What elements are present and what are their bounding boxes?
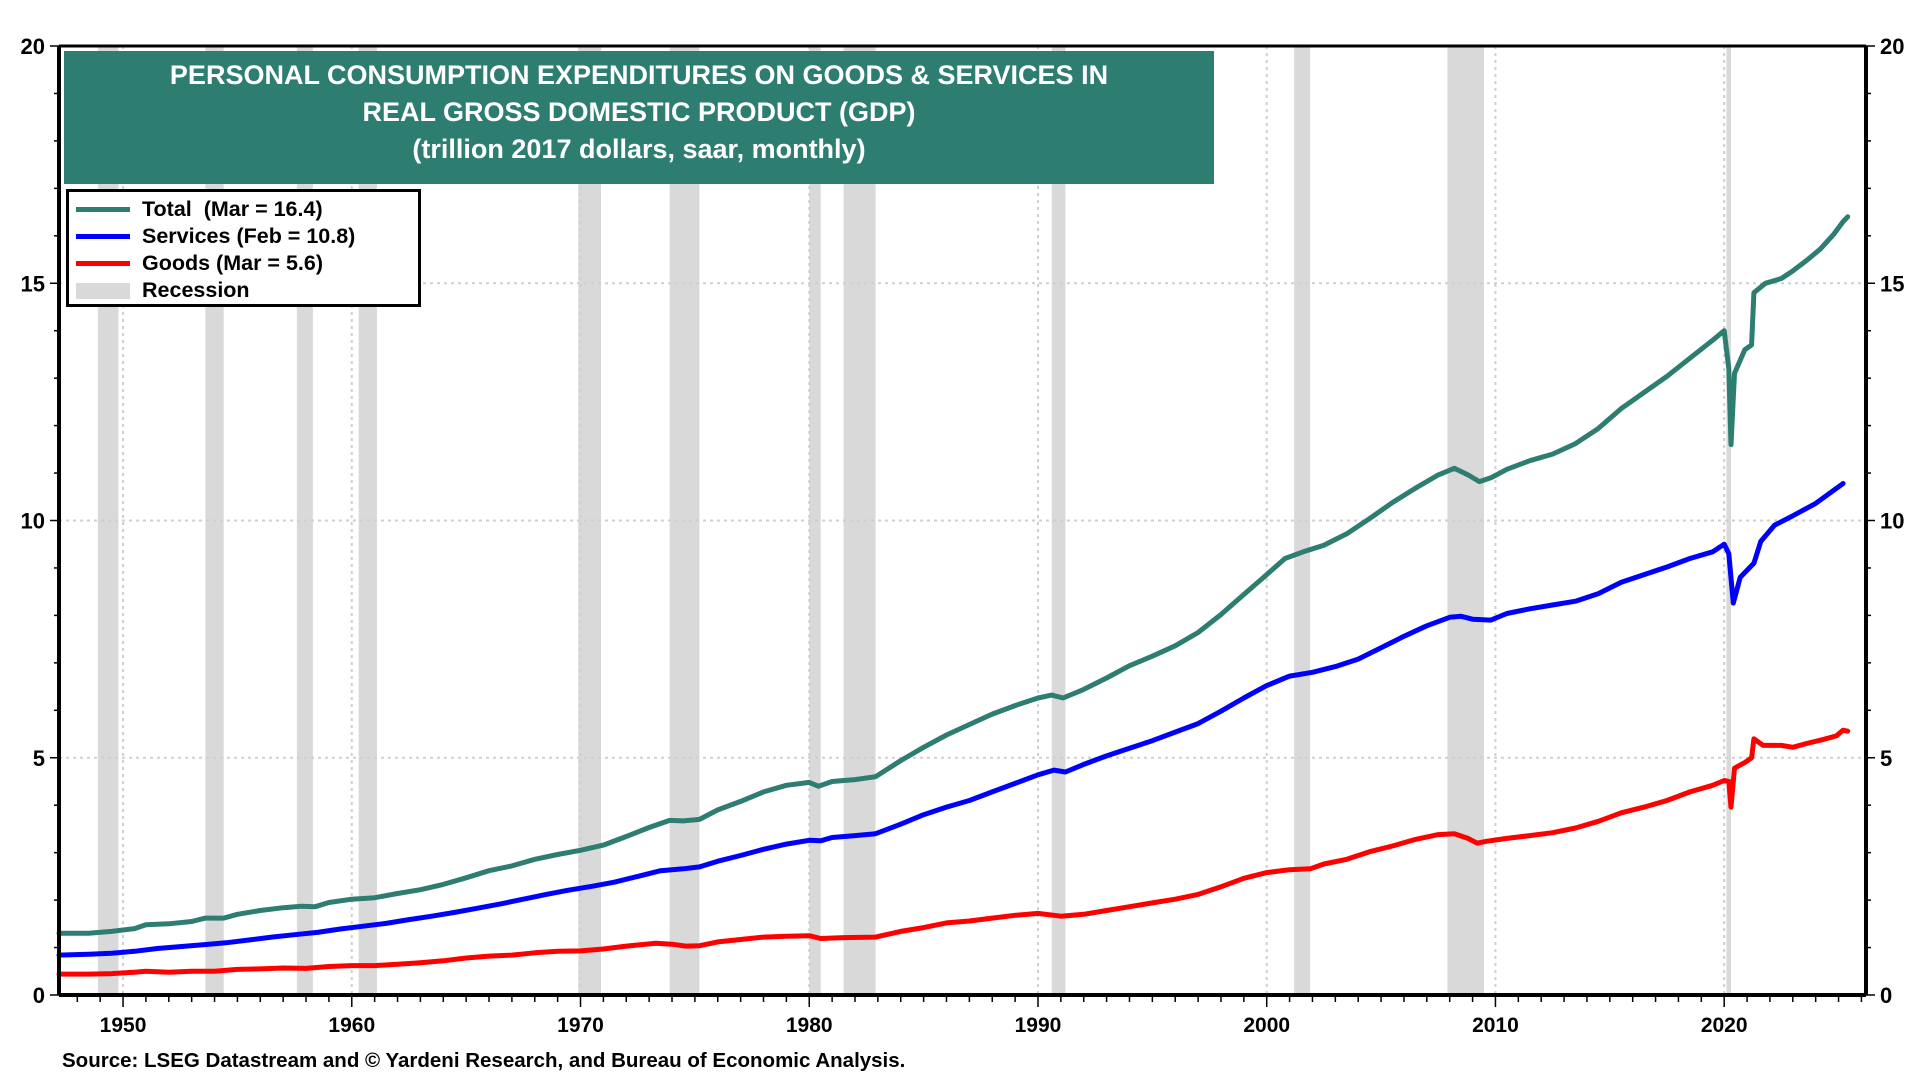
y-tick-label-right: 0 [1880,983,1892,1008]
x-tick-label: 1990 [1015,1014,1062,1037]
legend-item-services: Services (Feb = 10.8) [76,223,418,250]
x-tick-label: 1950 [100,1014,147,1037]
legend-item-total: Total (Mar = 16.4) [76,196,418,223]
legend-label-goods: Goods (Mar = 5.6) [142,251,323,275]
x-tick-label: 1960 [328,1014,375,1037]
y-tick-label-right: 15 [1880,271,1904,296]
series-line-goods [56,727,1851,977]
legend-swatch-total [76,207,130,212]
legend-item-goods: Goods (Mar = 5.6) [76,250,418,277]
y-tick-label-left: 5 [33,746,45,771]
source-note: Source: LSEG Datastream and © Yardeni Re… [62,1049,906,1072]
series-lines [56,214,1851,977]
axes: 0 5 10 15 20 0 5 10 15 20 1950 1960 1970 1980 1990 2000… [21,34,1905,1037]
legend-item-recession: Recession [76,277,418,304]
recession-band [809,46,821,995]
x-tick-label: 1970 [557,1014,604,1037]
legend: Total (Mar = 16.4) Services (Feb = 10.8)… [66,189,421,307]
legend-swatch-services [76,234,130,239]
legend-label-recession: Recession [142,278,250,302]
chart-title-line-2: REAL GROSS DOMESTIC PRODUCT (GDP) [362,97,916,127]
x-tick-label: 2000 [1243,1014,1290,1037]
series-line-services [56,481,1846,958]
x-tick-label: 1980 [786,1014,833,1037]
legend-swatch-recession [76,282,130,299]
series-line-total [56,214,1851,936]
recession-band [578,46,602,995]
legend-label-services: Services (Feb = 10.8) [142,224,356,248]
legend-swatch-goods [76,261,130,266]
y-tick-label-left: 15 [21,271,45,296]
y-tick-label-right: 10 [1880,509,1904,534]
y-tick-label-right: 5 [1880,746,1892,771]
x-tick-label: 2020 [1701,1014,1748,1037]
chart-subtitle: (trillion 2017 dollars, saar, monthly) [412,134,866,164]
recession-band [1726,46,1732,995]
chart-title-line-1: PERSONAL CONSUMPTION EXPENDITURES ON GOO… [169,60,1109,90]
y-tick-label-left: 0 [33,983,45,1008]
y-tick-label-left: 10 [21,509,45,534]
y-tick-label-left: 20 [21,34,45,59]
legend-label-total: Total (Mar = 16.4) [142,197,323,221]
y-tick-label-right: 20 [1880,34,1904,59]
x-tick-label: 2010 [1472,1014,1519,1037]
chart-title: PERSONAL CONSUMPTION EXPENDITURES ON GOO… [64,51,1214,184]
